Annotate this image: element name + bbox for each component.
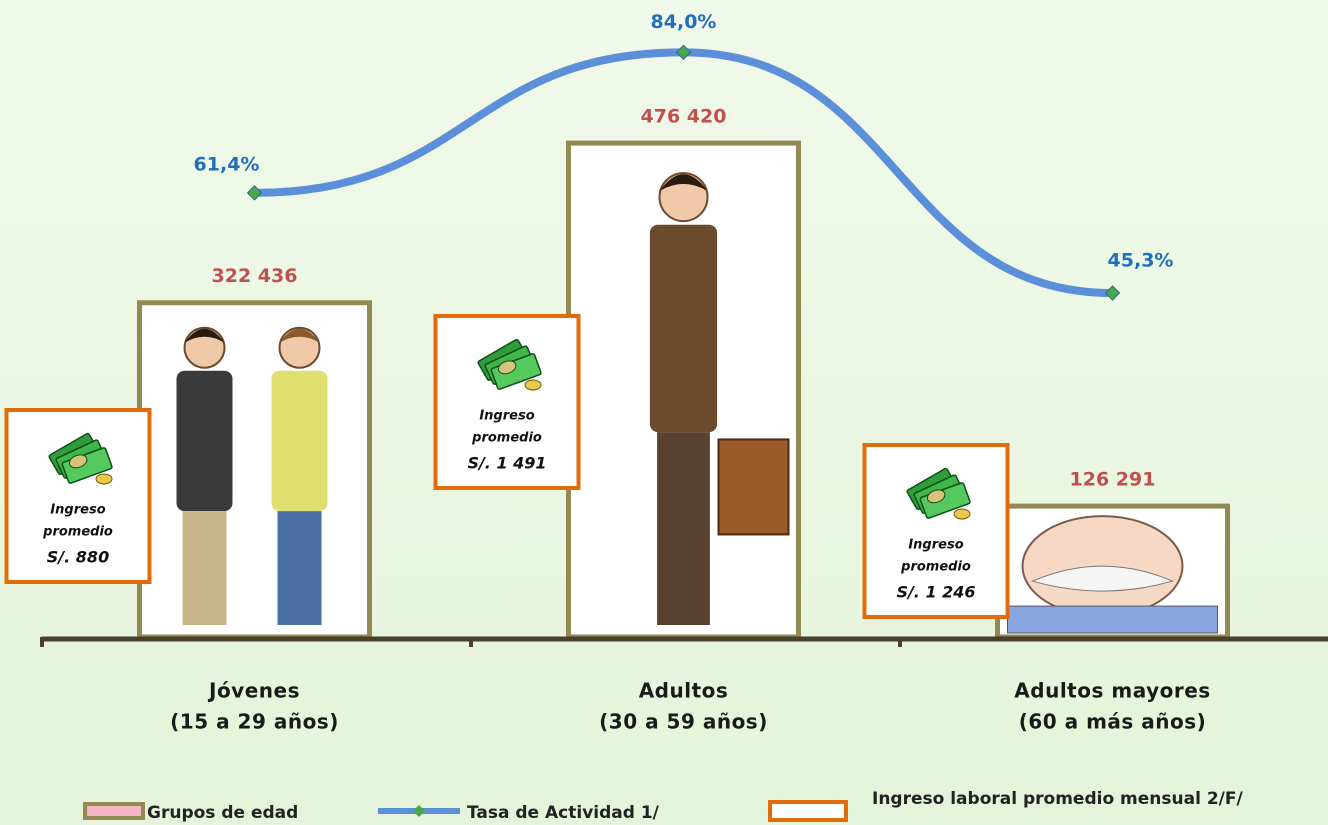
line-value-label: 61,4% — [194, 153, 260, 175]
x-tick-label: Jóvenes — [207, 679, 300, 703]
figure-briefcase — [719, 439, 789, 534]
bar — [140, 303, 370, 637]
income-value: S/. 880 — [47, 548, 109, 567]
line-value-label: 45,3% — [1108, 250, 1174, 272]
income-caption: promedio — [471, 431, 542, 446]
figure-torso — [650, 225, 717, 432]
figure-body — [1008, 606, 1218, 633]
bar-value-label: 322 436 — [212, 265, 298, 287]
x-tick-sublabel: (60 a más años) — [1019, 710, 1207, 734]
x-tick-label: Adultos — [639, 679, 729, 703]
legend-label: Tasa de Actividad 1/ — [467, 803, 660, 823]
bar-value-label: 476 420 — [641, 106, 727, 128]
chart: 322 436 476 420 126 291 61,4% 84,0% 45,3% In… — [0, 0, 1328, 825]
income-caption: Ingreso — [908, 538, 963, 553]
figure-legs — [183, 511, 227, 625]
income-value: S/. 1 246 — [896, 583, 975, 602]
line-value-label: 84,0% — [651, 11, 717, 33]
income-caption: Ingreso — [50, 503, 105, 518]
income-value: S/. 1 491 — [467, 454, 546, 473]
x-tick-sublabel: (15 a 29 años) — [170, 710, 339, 734]
bar-value-label: 126 291 — [1070, 469, 1156, 491]
legend-swatch — [85, 804, 143, 818]
legend-label: Ingreso laboral promedio mensual 2/F/ — [872, 789, 1243, 809]
income-caption: promedio — [42, 525, 113, 540]
income-caption: Ingreso — [479, 409, 534, 424]
figure-torso — [177, 371, 233, 511]
figure-torso — [272, 371, 328, 511]
figure-legs — [657, 432, 710, 625]
x-tick-sublabel: (30 a 59 años) — [599, 710, 768, 734]
x-tick-label: Adultos mayores — [1014, 679, 1210, 703]
income-caption: promedio — [900, 560, 971, 575]
legend-label: Grupos de edad — [147, 803, 298, 823]
legend-swatch — [770, 802, 846, 820]
figure-legs — [278, 511, 322, 625]
